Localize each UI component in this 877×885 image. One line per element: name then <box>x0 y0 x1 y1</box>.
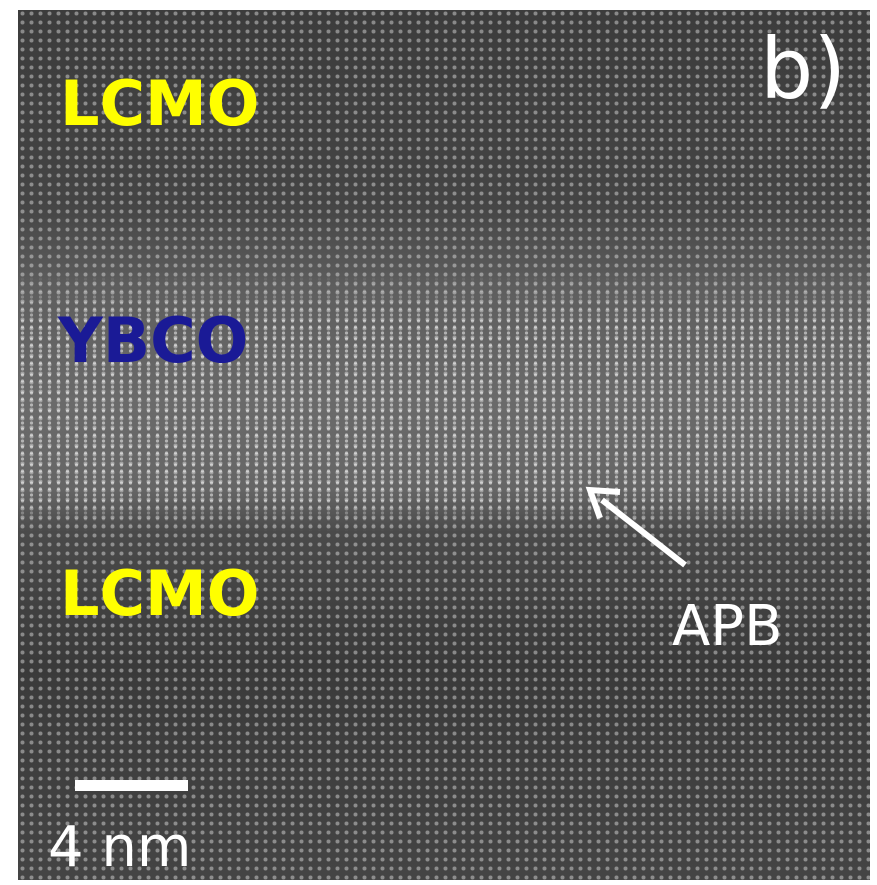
layer-label: LCMO <box>60 67 259 140</box>
annotation: APB <box>672 594 783 659</box>
panel-label: b) <box>760 20 846 118</box>
layer-label: YBCO <box>57 304 248 377</box>
layer-label: LCMO <box>60 557 259 630</box>
scale-bar <box>75 780 188 791</box>
apb-arrow <box>585 486 687 568</box>
ybco-lattice <box>18 10 870 880</box>
scale-bar-label: 4 nm <box>48 815 191 880</box>
